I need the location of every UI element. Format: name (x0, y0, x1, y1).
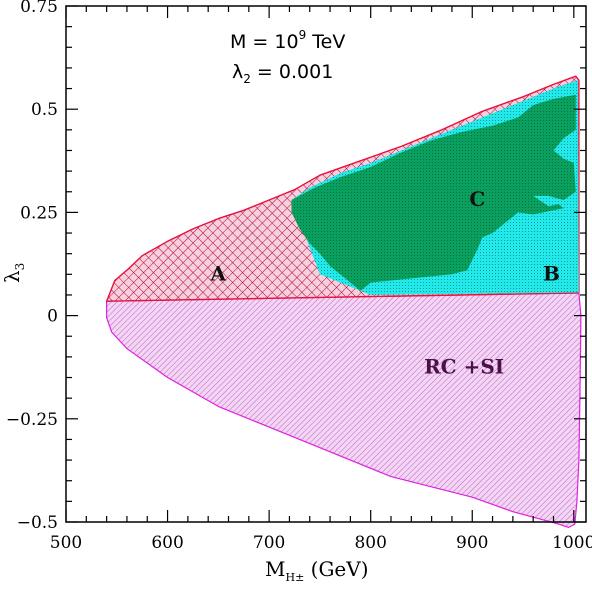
annotation-lambda2: λ2 = 0.001 (232, 61, 333, 86)
y-tick-label: 0.25 (20, 203, 58, 223)
y-tick-label: −0.25 (6, 410, 58, 430)
region-rcsi-area (105, 292, 582, 529)
y-tick-label: −0.5 (17, 513, 58, 533)
x-axis-title-main: M (265, 557, 285, 581)
region-a-label: A (210, 262, 227, 286)
x-axis-title-unit: (GeV) (304, 557, 368, 581)
annotation-lambda2-value: = 0.001 (251, 61, 333, 83)
y-tick-label: 0.5 (31, 100, 58, 120)
x-tick-label: 900 (456, 533, 488, 553)
y-axis-title-subscript: 3 (13, 263, 27, 271)
region-c-area (291, 94, 576, 291)
x-axis-title: MH± (GeV) (265, 557, 369, 584)
x-tick-label: 800 (354, 533, 386, 553)
ticks-layer: 500 600 700 800 900 1000 −0.5 −0.25 0 0.25 0.5 0.75 (6, 0, 592, 553)
plot-frame (65, 5, 587, 523)
annotation-lambda2-subscript: 2 (243, 72, 251, 86)
region-rcsi-label: RC +SI (424, 354, 504, 378)
x-tick-label: 1000 (552, 533, 592, 553)
annotation-mass-exponent: 9 (299, 28, 307, 42)
x-tick-label: 500 (50, 533, 82, 553)
annotation-mass-unit: TeV (306, 31, 345, 53)
annotation-lambda2-symbol: λ (232, 61, 243, 83)
annotation-mass-prefix: M = 10 (230, 31, 299, 53)
y-axis-title: λ3 (0, 263, 27, 283)
y-tick-label: 0 (47, 307, 58, 327)
region-b-label: B (543, 262, 560, 286)
regions-layer: RC +SI A B C (105, 75, 582, 529)
y-axis-title-main: λ (0, 270, 24, 283)
region-c-label: C (469, 187, 485, 211)
x-tick-label: 700 (253, 533, 285, 553)
x-tick-label: 600 (151, 533, 183, 553)
y-tick-label: 0.75 (20, 0, 58, 17)
x-axis-title-subscript: H± (285, 571, 304, 584)
annotation-mass: M = 109 TeV (230, 28, 345, 53)
